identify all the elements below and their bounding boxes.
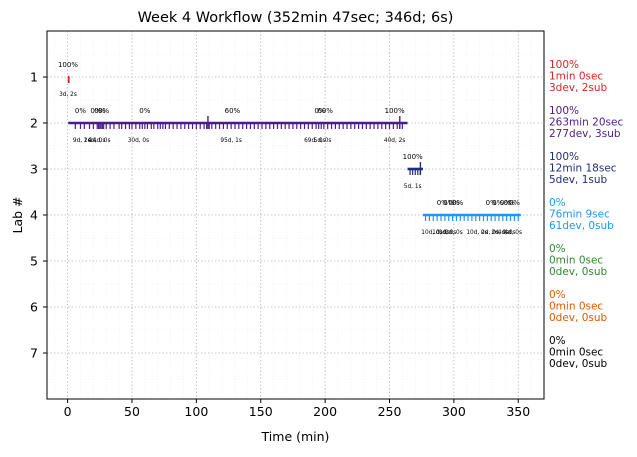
event-label: 5d, 1s (404, 184, 422, 190)
lane-3: 100% 5d, 1s (403, 153, 423, 190)
lane-1: 100% 3d, 2s (58, 61, 78, 98)
x-axis: 0 50 100 150 200 250 300 350 (64, 399, 530, 419)
x-tick-label: 200 (313, 404, 337, 419)
progress-label: 0% (504, 199, 515, 207)
progress-label: 0% (139, 107, 150, 115)
progress-label: 0% (448, 199, 459, 207)
lanes: 100%3d, 2s0% 0%0%0% 0% 60% 0%60% 100%9d, 2s14… (58, 61, 522, 236)
progress-label: 100% (58, 61, 78, 69)
progress-label: 0% (98, 107, 109, 115)
progress-label: 100% (403, 153, 423, 161)
progress-label: 0% (443, 199, 454, 207)
x-tick-label: 250 (378, 404, 402, 419)
summary-line: 1min 0sec (549, 71, 603, 83)
summary-line: 100% (549, 105, 579, 117)
event-label: 40d, 2s (384, 138, 405, 144)
event-label: 30d, 0s (128, 138, 149, 144)
summary-line: 0min 0sec (549, 347, 603, 359)
progress-label: 0% (492, 199, 503, 207)
event-label: 0d, 0s (445, 230, 463, 236)
summary-line: 0% (549, 289, 566, 301)
progress-label: 0% (437, 199, 448, 207)
y-axis: 1 2 3 4 5 6 7 (30, 70, 47, 361)
progress-label: 0% (486, 199, 497, 207)
progress-label: 60% (225, 107, 241, 115)
event-label: 10d, 0s (421, 230, 442, 236)
event-label: 5d, 0s (314, 138, 332, 144)
summary-line: 5dev, 1sub (549, 174, 608, 186)
progress-label: 0% (452, 199, 463, 207)
event-label: 14d, 0s (84, 138, 105, 144)
x-tick-label: 100 (184, 404, 208, 419)
event-label: 69d, 0s (304, 138, 325, 144)
y-tick-label: 2 (30, 116, 38, 131)
x-tick-label: 150 (249, 404, 273, 419)
summary-line: 61dev, 0sub (549, 220, 614, 232)
event-label: 2d, 0s (481, 230, 499, 236)
progress-label: 0% (314, 107, 325, 115)
event-label: 10d, 0s (466, 230, 487, 236)
x-tick-label: 50 (124, 404, 140, 419)
summary-line: 0dev, 0sub (549, 266, 608, 278)
y-tick-label: 3 (30, 162, 38, 177)
event-label: 95d, 1s (220, 138, 241, 144)
summary-line: 12min 18sec (549, 163, 617, 175)
y-tick-label: 6 (30, 300, 38, 315)
event-label: 2d, 0s (491, 230, 509, 236)
summary-line: 3dev, 2sub (549, 82, 608, 94)
progress-label: 0% (500, 199, 511, 207)
y-axis-label: Lab # (10, 196, 25, 233)
y-tick-label: 1 (30, 70, 38, 85)
y-tick-label: 7 (30, 346, 38, 361)
summary-line: 277dev, 3sub (549, 128, 621, 140)
x-tick-label: 300 (442, 404, 466, 419)
x-tick-label: 350 (506, 404, 530, 419)
summary-line: 76min 9sec (549, 209, 610, 221)
summary-line: 0% (549, 335, 566, 347)
event-label: 14d, 0s (89, 138, 110, 144)
chart-title: Week 4 Workflow (352min 47sec; 346d; 6s) (138, 10, 454, 26)
event-label: 0d, 0s (439, 230, 457, 236)
event-label: 1d, 0s (432, 230, 450, 236)
progress-label: 0% (94, 107, 105, 115)
progress-label: 0% (75, 107, 86, 115)
event-label: 4d, 0s (504, 230, 522, 236)
summary-line: 0% (549, 243, 566, 255)
summary-line: 100% (549, 59, 579, 71)
y-tick-label: 4 (30, 208, 38, 223)
summary-line: 0dev, 0sub (549, 358, 608, 370)
summary-line: 100% (549, 151, 579, 163)
x-axis-label: Time (min) (261, 429, 330, 444)
progress-label: 100% (385, 107, 405, 115)
progress-label: 0% (90, 107, 101, 115)
event-label: 9d, 2s (73, 138, 91, 144)
summary-line: 0min 0sec (549, 255, 603, 267)
progress-label: 60% (317, 107, 333, 115)
summary-line: 0% (549, 197, 566, 209)
summary-line: 0min 0sec (549, 301, 603, 313)
x-tick-label: 0 (64, 404, 72, 419)
event-label: 3d, 2s (59, 92, 77, 98)
summary-line: 263min 20sec (549, 117, 623, 129)
y-tick-label: 5 (30, 254, 38, 269)
summary-line: 0dev, 0sub (549, 312, 608, 324)
progress-label: 0% (509, 199, 520, 207)
event-label: 4d, 0s (498, 230, 516, 236)
